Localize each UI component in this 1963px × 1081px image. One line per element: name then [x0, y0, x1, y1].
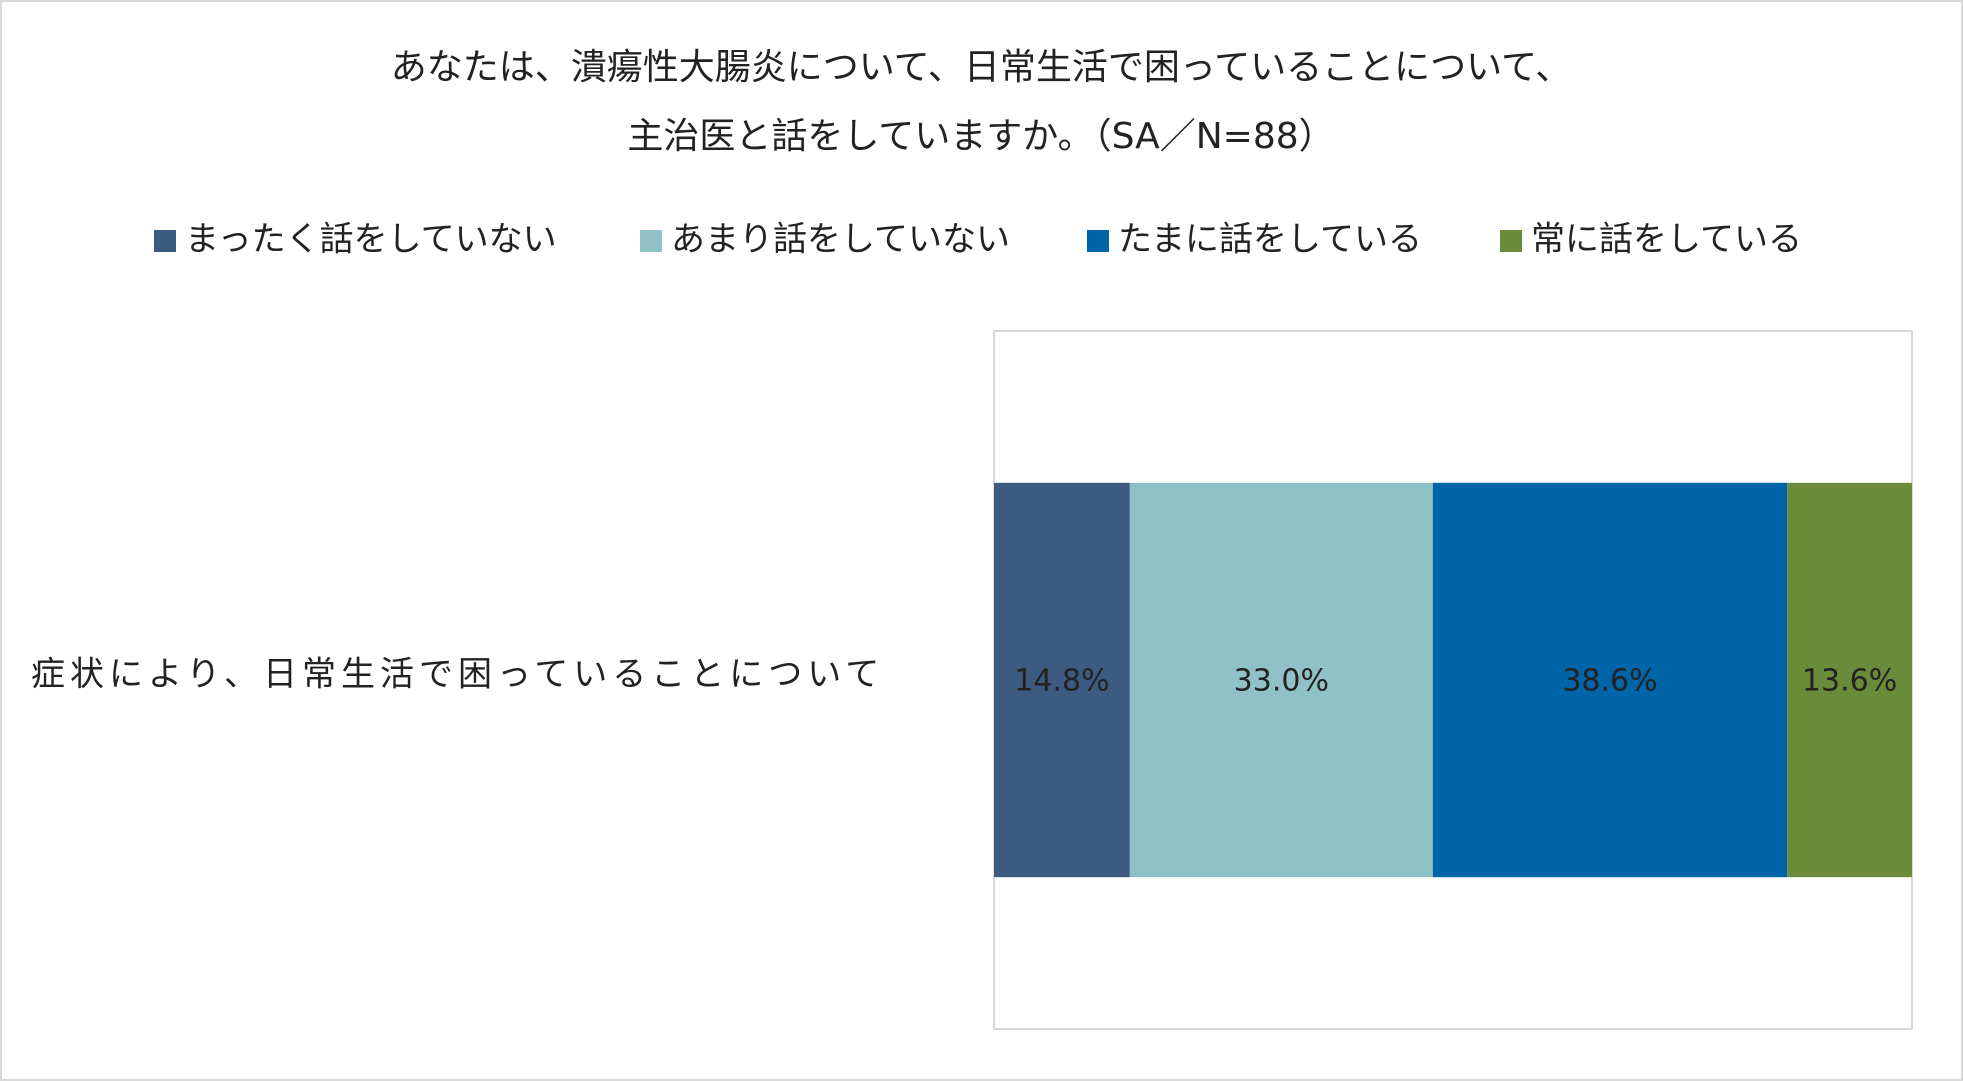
legend-label: あまり話をしていない: [671, 220, 1010, 260]
bar-segment: [1432, 482, 1788, 878]
legend-swatch: [154, 230, 176, 252]
chart-title: あなたは、潰瘍性大腸炎について、日常生活で困っていることについて、: [391, 47, 1571, 88]
bar-segment: [1129, 482, 1433, 878]
data-label: 13.6%: [1802, 664, 1897, 699]
legend-label: 常に話をしている: [1531, 220, 1802, 260]
data-label: 14.8%: [1014, 664, 1109, 699]
data-label: 38.6%: [1562, 664, 1657, 699]
chart-title: 主治医と話をしていますか。（SA／N=88）: [627, 116, 1334, 157]
legend-swatch: [1087, 230, 1109, 252]
legend-label: たまに話をしている: [1118, 220, 1422, 260]
y-tick-label: 症状により、日常生活で困っていることについて: [31, 655, 884, 695]
legend-swatch: [1500, 230, 1522, 252]
data-label: 33.0%: [1234, 664, 1329, 699]
bar-segment: [994, 482, 1130, 878]
bar-segment: [1787, 482, 1912, 878]
legend-label: まったく話をしていない: [185, 220, 557, 260]
legend-swatch: [640, 230, 662, 252]
